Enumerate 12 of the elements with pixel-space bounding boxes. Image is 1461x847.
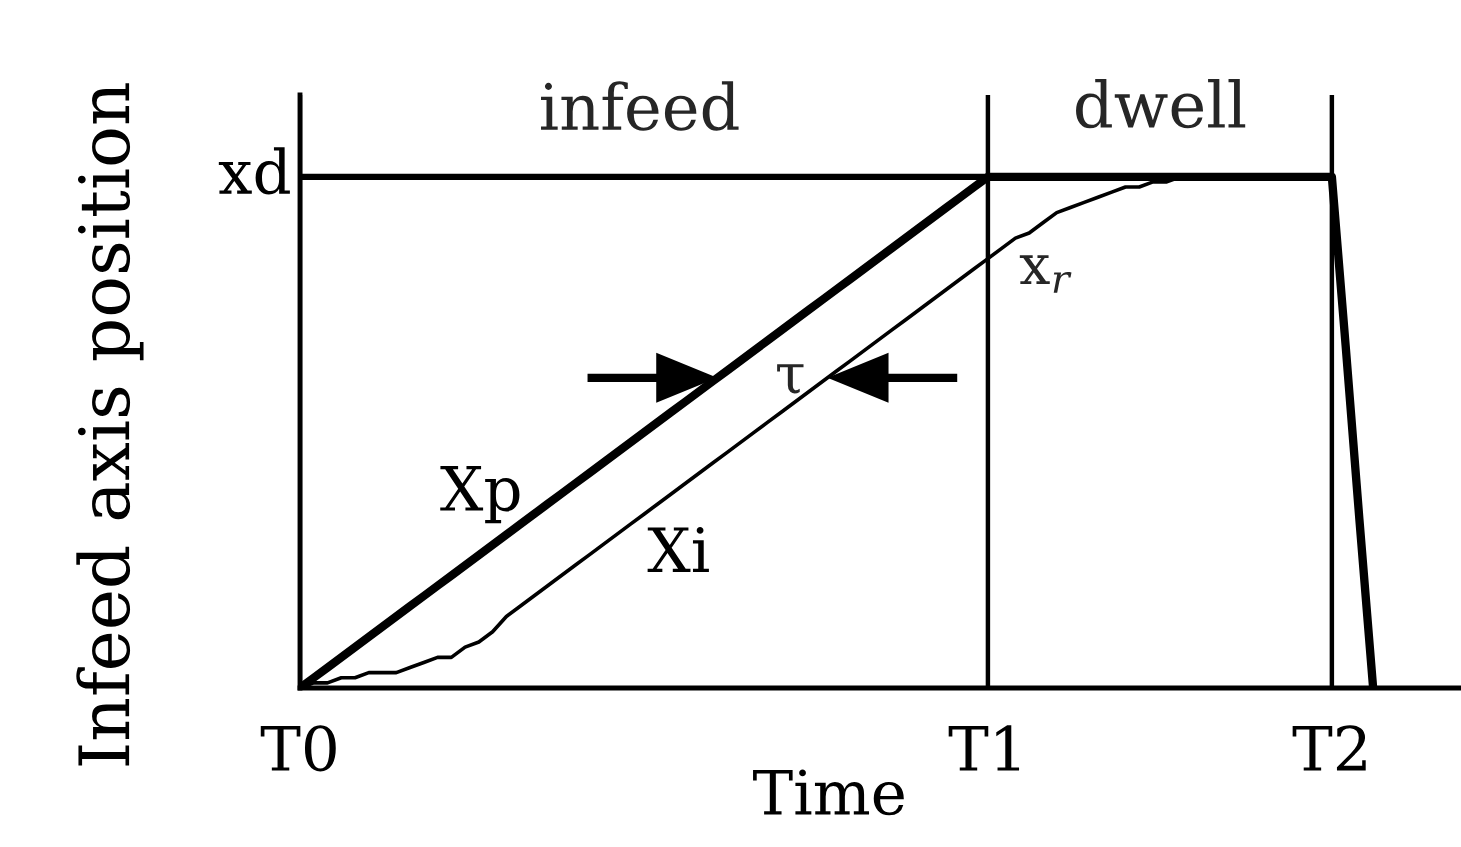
annotation: x$_{r}$: [1019, 255, 1072, 293]
series-label: Xp: [440, 466, 520, 524]
x-tick-label: T0: [260, 725, 336, 772]
x-axis-title: Time: [753, 769, 904, 816]
text: dwell: [1076, 78, 1246, 129]
annotation: τ: [777, 364, 804, 394]
x-tick-label: T2: [1292, 725, 1366, 771]
text: infeed: [541, 81, 739, 131]
ref-line-label: xd: [218, 147, 290, 195]
y-axis-title: Infeed axis position: [76, 83, 144, 766]
x-tick-label: T1: [948, 725, 1020, 771]
series-label: Xi: [647, 526, 709, 572]
